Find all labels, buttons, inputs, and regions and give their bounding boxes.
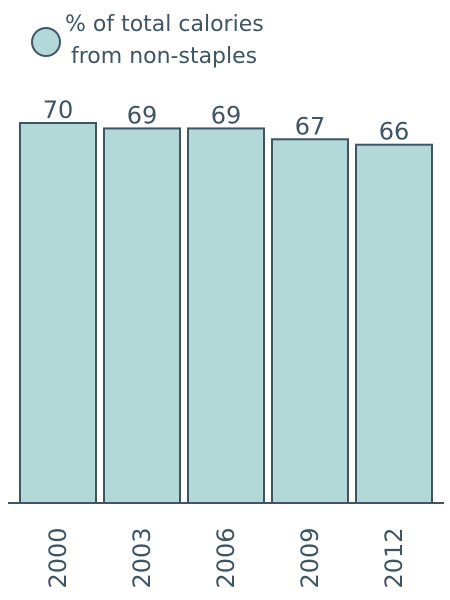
x-tick-label-2006: 2006 [212,527,240,588]
data-label-2012: 66 [379,118,410,146]
data-label-2006: 69 [211,101,242,129]
legend: % of total calories from non-staples [31,12,264,69]
x-tick-label-2009: 2009 [296,527,324,588]
legend-marker [31,27,61,57]
bar-2003 [103,127,181,505]
x-tick-label-2000: 2000 [44,527,72,588]
bar-2012 [355,143,433,504]
data-label-2009: 67 [295,112,326,140]
legend-label-line2: from non-staples [71,44,257,69]
bar-2009 [271,138,349,505]
legend-label-line1: % of total calories [65,12,264,37]
bar-2000 [19,122,97,504]
plot-area: 70 2000 69 2003 69 2006 67 2009 66 2012 [19,96,433,589]
x-tick-label-2003: 2003 [128,527,156,588]
x-tick-label-2012: 2012 [380,527,408,588]
data-label-2003: 69 [127,101,158,129]
data-label-2000: 70 [43,96,74,124]
bar-2006 [187,127,265,505]
